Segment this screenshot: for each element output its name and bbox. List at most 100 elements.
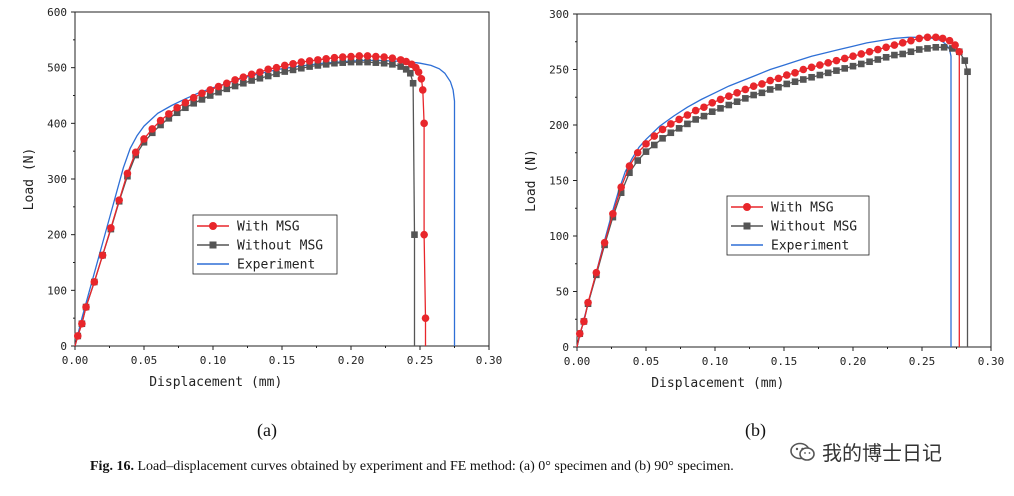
data-point: [314, 56, 322, 64]
data-point: [247, 70, 256, 79]
legend-entry: With MSG: [237, 220, 300, 235]
data-point: [749, 82, 758, 90]
data-point: [206, 92, 214, 99]
x-tick-label: 0.20: [338, 354, 365, 367]
series-without-msg: [74, 58, 418, 347]
data-point: [882, 43, 890, 52]
data-point: [223, 79, 231, 88]
data-point: [140, 135, 148, 143]
plot-frame: [74, 11, 490, 347]
data-point: [402, 66, 410, 73]
data-point: [832, 56, 841, 65]
data-point: [73, 332, 82, 340]
data-point: [272, 63, 281, 72]
data-point: [857, 60, 865, 68]
series-line: [74, 55, 427, 347]
data-point: [281, 68, 289, 75]
legend-swatch-marker: [743, 222, 751, 230]
data-point: [874, 56, 882, 63]
series-line: [74, 59, 456, 347]
data-point: [716, 95, 725, 104]
data-point: [683, 111, 692, 119]
data-point: [156, 116, 165, 125]
data-point: [807, 63, 816, 72]
y-tick-label: 250: [549, 64, 569, 77]
data-point: [945, 36, 954, 45]
data-point: [907, 36, 915, 45]
y-tick-label: 100: [549, 230, 569, 243]
y-axis-label: Load (N): [524, 149, 539, 212]
data-point: [355, 52, 364, 60]
data-point: [774, 74, 783, 83]
y-tick-label: 200: [47, 229, 67, 242]
data-point: [849, 52, 857, 60]
data-point: [347, 52, 355, 61]
data-point: [397, 63, 404, 70]
legend: With MSG Without MSG Experiment: [192, 214, 338, 275]
data-point: [733, 89, 741, 97]
data-point: [215, 88, 222, 96]
data-point: [306, 63, 313, 70]
x-tick-label: 0.30: [978, 355, 1005, 368]
data-point: [642, 148, 650, 155]
data-point: [923, 33, 932, 42]
data-point: [938, 34, 947, 43]
data-point: [190, 99, 197, 107]
data-point: [951, 41, 959, 49]
y-tick-label: 0: [562, 341, 569, 354]
data-point: [658, 125, 667, 134]
figure-caption: Fig. 16. Load–displacement curves obtain…: [90, 459, 734, 475]
data-point: [289, 66, 297, 74]
watermark: 我的博士日记: [790, 437, 942, 466]
x-axis-label: Displacement (mm): [149, 375, 282, 390]
y-axis-label: Load (N): [22, 148, 37, 211]
data-point: [363, 52, 372, 60]
y-tick-label: 0: [60, 340, 67, 353]
data-point: [799, 65, 808, 74]
data-point: [280, 61, 289, 70]
data-point: [231, 82, 239, 90]
panel-label-b: (b): [745, 420, 766, 440]
series-without-msg: [576, 44, 971, 348]
series-line: [576, 46, 969, 348]
series-with-msg: [73, 52, 430, 347]
data-point: [915, 46, 923, 53]
data-point: [758, 80, 766, 88]
data-point: [273, 70, 280, 78]
y-tick-label: 400: [47, 117, 67, 130]
data-point: [355, 58, 363, 66]
data-point: [659, 135, 666, 142]
data-point: [372, 59, 380, 66]
data-point: [239, 73, 248, 81]
data-point: [708, 108, 716, 115]
data-point: [305, 57, 314, 65]
data-point: [898, 39, 907, 47]
data-point: [414, 68, 423, 76]
data-point: [808, 73, 815, 81]
data-point: [824, 69, 832, 77]
data-point: [380, 59, 388, 67]
legend-entry: Without MSG: [237, 239, 323, 254]
data-point: [248, 77, 255, 84]
x-tick-label: 0.00: [62, 354, 89, 367]
data-point: [198, 96, 206, 103]
wechat-icon: [790, 442, 815, 461]
data-point: [924, 45, 931, 52]
data-point: [380, 53, 388, 61]
data-point: [650, 132, 659, 140]
data-point: [256, 74, 264, 82]
data-point: [940, 44, 948, 51]
data-point: [865, 47, 874, 56]
data-point: [584, 298, 592, 307]
data-point: [78, 319, 86, 328]
data-point: [322, 54, 330, 63]
data-point: [708, 99, 717, 107]
data-point: [107, 224, 115, 232]
data-point: [389, 61, 396, 68]
data-point: [418, 86, 427, 94]
x-tick-label: 0.20: [840, 355, 867, 368]
x-tick-label: 0.30: [476, 354, 503, 367]
x-tick-label: 0.00: [564, 355, 591, 368]
data-point: [891, 51, 898, 59]
